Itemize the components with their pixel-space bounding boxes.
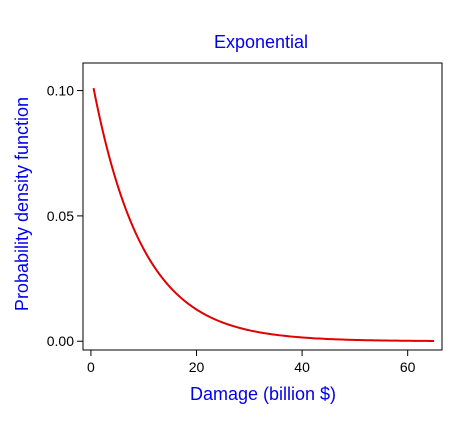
- series-line: [92, 87, 435, 342]
- x-tick-label: 20: [189, 359, 205, 375]
- chart-title: Exponential: [214, 32, 308, 52]
- y-tick-label: 0.10: [47, 83, 74, 99]
- x-axis-label: Damage (billion $): [190, 384, 336, 404]
- x-tick-label: 40: [294, 359, 310, 375]
- y-tick-label: 0.00: [47, 333, 74, 349]
- x-tick-label: 60: [400, 359, 416, 375]
- x-axis: 0 20 40 60: [87, 350, 416, 375]
- plot-frame: [82, 62, 443, 351]
- y-axis-label: Probability density function: [12, 97, 32, 311]
- y-tick-label: 0.05: [47, 208, 74, 224]
- series-group: [92, 87, 435, 342]
- x-tick-label: 0: [87, 359, 95, 375]
- y-axis: 0.00 0.05 0.10: [47, 83, 83, 349]
